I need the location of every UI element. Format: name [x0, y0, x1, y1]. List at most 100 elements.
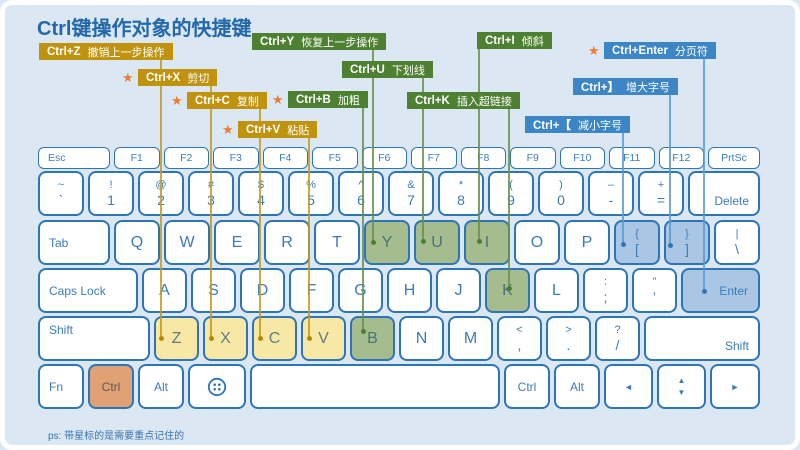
key-space — [250, 364, 500, 409]
key-left-ctrl: Ctrl — [88, 364, 134, 409]
callout-line-ctrl-rbracket — [669, 95, 671, 245]
key-arrow-up-down: ▲ ▼ — [657, 364, 706, 409]
callout-label-ctrl-lbracket: Ctrl+【 减小字号 — [525, 116, 631, 133]
callout-line-ctrl-u — [422, 78, 424, 241]
key-f4: F4 — [262, 147, 308, 169]
callout-label-ctrl-v: Ctrl+V 粘贴 — [238, 121, 318, 138]
key-win — [188, 364, 246, 409]
key-delete: Delete — [688, 171, 760, 216]
callout-dot-ctrl-k — [506, 285, 512, 291]
key-fn: Fn — [38, 364, 84, 409]
key-left-alt: Alt — [138, 364, 184, 409]
callout-dot-ctrl-b — [360, 328, 366, 334]
key-d: D — [240, 268, 285, 313]
callout-dot-ctrl-rbracket — [667, 242, 673, 248]
key-e: E — [214, 220, 260, 265]
callout-line-ctrl-k — [508, 109, 510, 288]
keyboard-row: ~`!1@2#3$4%5^6&7*8(9)0–-+=Delete — [38, 171, 760, 216]
key-tab: Tab — [38, 220, 110, 265]
star-icon: ★ — [222, 122, 234, 137]
key-t: T — [314, 220, 360, 265]
callout-line-ctrl-lbracket — [622, 133, 624, 244]
callout-line-ctrl-y — [372, 50, 374, 242]
key-f2: F2 — [163, 147, 209, 169]
callout-label-ctrl-c: Ctrl+C 复制 — [187, 92, 267, 109]
key-f: F — [289, 268, 334, 313]
key-f7: F7 — [411, 147, 457, 169]
key-7: & 7 — [388, 171, 434, 216]
callout-label-ctrl-enter: Ctrl+Enter 分页符 — [604, 42, 716, 59]
callout-label-ctrl-rbracket: Ctrl+】 增大字号 — [573, 78, 679, 95]
key-f11: F11 — [609, 147, 655, 169]
callout-keys: Ctrl+U — [350, 63, 385, 76]
callout-line-ctrl-c — [259, 109, 261, 338]
key-1: ! 1 — [88, 171, 134, 216]
star-icon: ★ — [171, 93, 183, 108]
callout-description: 复制 — [236, 95, 259, 108]
key-f5: F5 — [312, 147, 358, 169]
key-=: + = — [638, 171, 684, 216]
callout-keys: Ctrl+K — [415, 94, 450, 107]
callout-keys: Ctrl+C — [195, 94, 230, 107]
callout-label-ctrl-y: Ctrl+Y 恢复上一步操作 — [252, 33, 387, 50]
callout-dot-ctrl-x — [208, 335, 214, 341]
star-icon: ★ — [122, 70, 134, 85]
callout-keys: Ctrl+Z — [47, 45, 81, 58]
callout-keys: Ctrl+X — [146, 71, 181, 84]
callout-description: 插入超链接 — [456, 95, 512, 108]
callout-description: 剪切 — [187, 72, 210, 85]
key-left-shift: Shift — [38, 316, 150, 361]
keyboard-row: Shift Z X C V B N M <, >.? / Shift — [38, 316, 760, 361]
footer-note: ps: 带星标的是需要重点记住的 — [48, 431, 185, 442]
callout-dot-ctrl-v — [306, 335, 312, 341]
callout-label-ctrl-b: Ctrl+B 加粗 — [288, 91, 368, 108]
keyboard-row: Caps LockASDFGHJKL:;”’Enter — [38, 268, 760, 313]
key--: – - — [588, 171, 634, 216]
key-quote: ”’ — [632, 268, 677, 313]
callout-keys: Ctrl+Enter — [612, 44, 668, 57]
callout-dot-ctrl-i — [476, 238, 482, 244]
callout-keys: Ctrl+Y — [260, 35, 295, 48]
key-caps lock: Caps Lock — [38, 268, 138, 313]
key-r: R — [264, 220, 310, 265]
key-m: M — [448, 316, 493, 361]
callout-description: 粘贴 — [287, 124, 310, 137]
key-6: ^ 6 — [338, 171, 384, 216]
key-slash: ? / — [595, 316, 640, 361]
callout-dot-ctrl-u — [420, 238, 426, 244]
key-p: P — [564, 220, 610, 265]
key-8: * 8 — [438, 171, 484, 216]
callout-keys: Ctrl+V — [246, 123, 281, 136]
callout-description: 加粗 — [337, 94, 360, 107]
key-a: A — [142, 268, 187, 313]
key-b: B — [350, 316, 395, 361]
key-comma: <, — [497, 316, 542, 361]
key-f6: F6 — [361, 147, 407, 169]
callout-dot-ctrl-c — [257, 335, 263, 341]
key-f8: F8 — [460, 147, 506, 169]
callout-keys: Ctrl+B — [296, 93, 331, 106]
callout-dot-ctrl-enter — [701, 288, 707, 294]
callout-description: 分页符 — [674, 45, 708, 58]
key-`: ~ ` — [38, 171, 84, 216]
key-right-ctrl: Ctrl — [504, 364, 550, 409]
key-l: L — [534, 268, 579, 313]
key-0: ) 0 — [538, 171, 584, 216]
key-arrow-right: ► — [710, 364, 760, 409]
keyboard-row: Esc F1 F2 F3 F4 F5 F6 F7 F8 F9 F10 F11 F12 PrtSc — [38, 147, 760, 169]
callout-line-ctrl-b — [362, 108, 364, 331]
key-f10: F10 — [559, 147, 605, 169]
callout-description: 恢复上一步操作 — [301, 36, 379, 49]
key-f3: F3 — [213, 147, 259, 169]
key-j: J — [436, 268, 481, 313]
callout-dot-ctrl-y — [370, 239, 376, 245]
callout-keys: Ctrl+【 — [533, 119, 572, 132]
keyboard-row: Fn Ctrl Alt Ctrl Alt ◄ ▲ ▼ ► — [38, 364, 760, 409]
key-f9: F9 — [510, 147, 556, 169]
key-o: O — [514, 220, 560, 265]
callout-label-ctrl-u: Ctrl+U 下划线 — [342, 61, 433, 78]
key-period: >. — [546, 316, 591, 361]
key-4: $4 — [238, 171, 284, 216]
key-right-shift: Shift — [644, 316, 760, 361]
